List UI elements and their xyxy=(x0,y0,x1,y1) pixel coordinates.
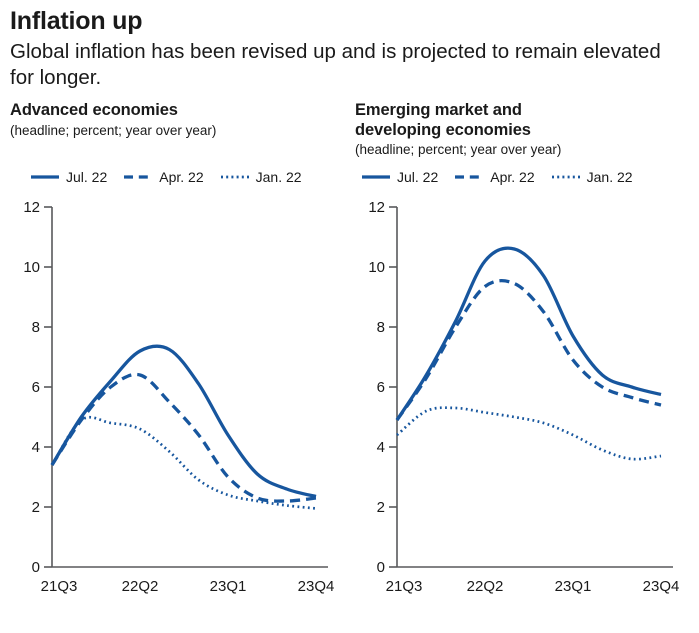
dotted-line-icon xyxy=(551,175,582,179)
charts-row: Advanced economies (headline; percent; y… xyxy=(10,97,691,609)
page-subtitle: Global inflation has been revised up and… xyxy=(10,40,661,90)
chart-units-note: (headline; percent; year over year) xyxy=(10,122,217,138)
legend-label: Jan. 22 xyxy=(255,169,302,186)
solid-line-icon xyxy=(31,175,59,179)
series-line-dotted xyxy=(50,416,317,511)
dotted-line-icon xyxy=(220,175,251,179)
legend-label: Jan. 22 xyxy=(586,169,633,186)
y-tick-label: 6 xyxy=(377,379,385,396)
chart-head: Advanced economies (headline; percent; y… xyxy=(10,97,355,167)
legend-item-jul-22: Jul. 22 xyxy=(361,169,438,185)
chart-title: Advanced economies xyxy=(10,101,178,120)
legend-label: Jul. 22 xyxy=(397,169,439,186)
legend-label: Jul. 22 xyxy=(66,169,108,186)
line-chart-emerging-economies: 0 2 4 6 8 10 12 21Q3 22Q2 23Q1 23Q4 xyxy=(368,199,680,595)
x-tick-label: 23Q1 xyxy=(210,578,247,595)
x-tick-label: 22Q2 xyxy=(467,578,504,595)
chart-emerging-economies: Emerging market and developing economies… xyxy=(355,97,691,609)
x-tick-label: 21Q3 xyxy=(41,578,78,595)
y-tick-label: 8 xyxy=(377,319,385,336)
solid-line-icon xyxy=(362,175,390,179)
series-line-dashed xyxy=(50,373,317,504)
page-title: Inflation up xyxy=(10,7,143,35)
series-line-dotted xyxy=(396,406,662,461)
y-tick-label: 6 xyxy=(32,379,40,396)
legend-label: Apr. 22 xyxy=(490,169,535,186)
chart-head: Emerging market and developing economies… xyxy=(355,97,691,167)
legend-label: Apr. 22 xyxy=(159,169,204,186)
y-tick-label: 4 xyxy=(32,439,40,456)
x-tick-label: 23Q4 xyxy=(643,578,680,595)
x-tick-label: 22Q2 xyxy=(122,578,159,595)
x-tick-label: 23Q4 xyxy=(298,578,335,595)
legend: Jul. 22 Apr. 22 Jan. 22 xyxy=(30,167,355,187)
y-tick-label: 0 xyxy=(377,559,385,576)
legend-item-apr-22: Apr. 22 xyxy=(123,169,204,186)
legend-item-apr-22: Apr. 22 xyxy=(454,169,535,186)
y-tick-label: 0 xyxy=(32,559,40,576)
y-tick-label: 12 xyxy=(23,199,40,216)
y-tick-label: 12 xyxy=(368,199,385,216)
y-tick-label: 8 xyxy=(32,319,40,336)
legend: Jul. 22 Apr. 22 Jan. 22 xyxy=(361,167,691,187)
x-tick-label: 23Q1 xyxy=(555,578,592,595)
chart-units-note: (headline; percent; year over year) xyxy=(355,142,562,158)
series-line-dashed xyxy=(395,279,662,422)
series-line-solid xyxy=(50,344,317,499)
series-line-solid xyxy=(395,246,662,422)
y-tick-label: 2 xyxy=(377,499,385,516)
y-tick-label: 2 xyxy=(32,499,40,516)
legend-item-jul-22: Jul. 22 xyxy=(30,169,107,185)
chart-title: Emerging market and developing economies xyxy=(355,101,531,139)
chart-advanced-economies: Advanced economies (headline; percent; y… xyxy=(10,97,355,609)
x-tick-label: 21Q3 xyxy=(386,578,423,595)
dashed-line-icon xyxy=(455,175,484,179)
legend-item-jan-22: Jan. 22 xyxy=(551,169,633,185)
y-tick-label: 4 xyxy=(377,439,385,456)
line-chart-advanced-economies: 0 2 4 6 8 10 12 21Q3 22Q2 23Q1 23Q4 xyxy=(23,199,335,595)
y-tick-label: 10 xyxy=(23,259,40,276)
legend-item-jan-22: Jan. 22 xyxy=(220,169,302,185)
y-tick-label: 10 xyxy=(368,259,385,276)
dashed-line-icon xyxy=(124,175,153,179)
